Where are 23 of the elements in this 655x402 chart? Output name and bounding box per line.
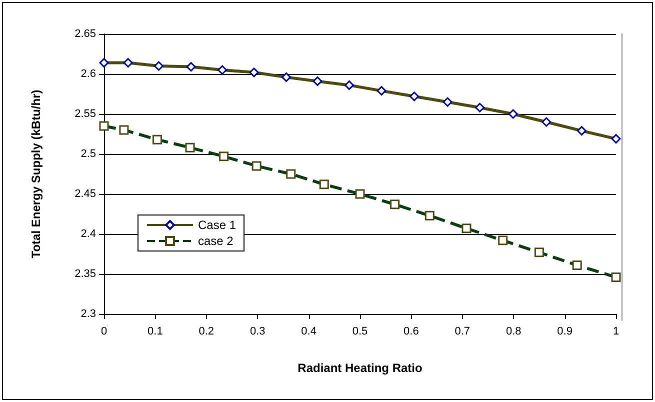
x-tick-label: 0.9 [557, 326, 572, 338]
x-tick-label: 0.7 [454, 326, 470, 338]
x-tick-label: 0.8 [506, 326, 522, 338]
y-tick-label: 2.5 [80, 148, 96, 160]
x-axis-title: Radiant Heating Ratio [298, 361, 422, 375]
x-tick-label: 0.2 [198, 326, 214, 338]
x-tick-label: 0.1 [148, 326, 163, 338]
y-tick-label: 2.65 [74, 28, 96, 40]
x-tick-label: 0.5 [352, 326, 368, 338]
x-tick-label: 0.3 [250, 326, 266, 338]
y-tick-label: 2.4 [80, 228, 96, 240]
y-tick-label: 2.45 [74, 188, 96, 200]
x-tick-label: 1 [612, 326, 620, 338]
y-tick-label: 2.35 [74, 268, 96, 280]
y-tick-label: 2.6 [80, 68, 96, 80]
y-axis-title: Total Energy Supply (kBtu/hr) [29, 90, 43, 258]
y-tick-label: 2.3 [80, 308, 96, 320]
x-tick-label: 0 [100, 326, 108, 338]
x-tick-label: 0.6 [404, 326, 419, 338]
legend-label: case 2 [198, 234, 234, 248]
y-tick-label: 2.55 [74, 108, 96, 120]
x-tick-label: 0.4 [301, 326, 316, 338]
legend-label: Case 1 [198, 218, 236, 232]
